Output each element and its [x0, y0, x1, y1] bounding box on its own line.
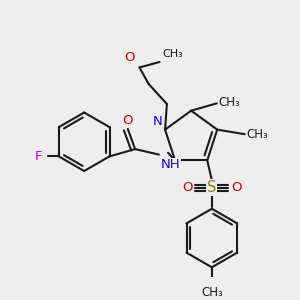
Text: CH₃: CH₃ [201, 286, 223, 298]
Text: NH: NH [161, 158, 180, 171]
Text: CH₃: CH₃ [247, 128, 268, 141]
Text: N: N [153, 115, 162, 128]
Text: O: O [124, 51, 135, 64]
Text: O: O [182, 181, 192, 194]
Text: O: O [231, 181, 242, 194]
Text: CH₃: CH₃ [162, 49, 183, 59]
Text: F: F [35, 150, 42, 163]
Text: O: O [122, 114, 133, 127]
Text: CH₃: CH₃ [219, 96, 240, 109]
Text: S: S [207, 180, 217, 195]
